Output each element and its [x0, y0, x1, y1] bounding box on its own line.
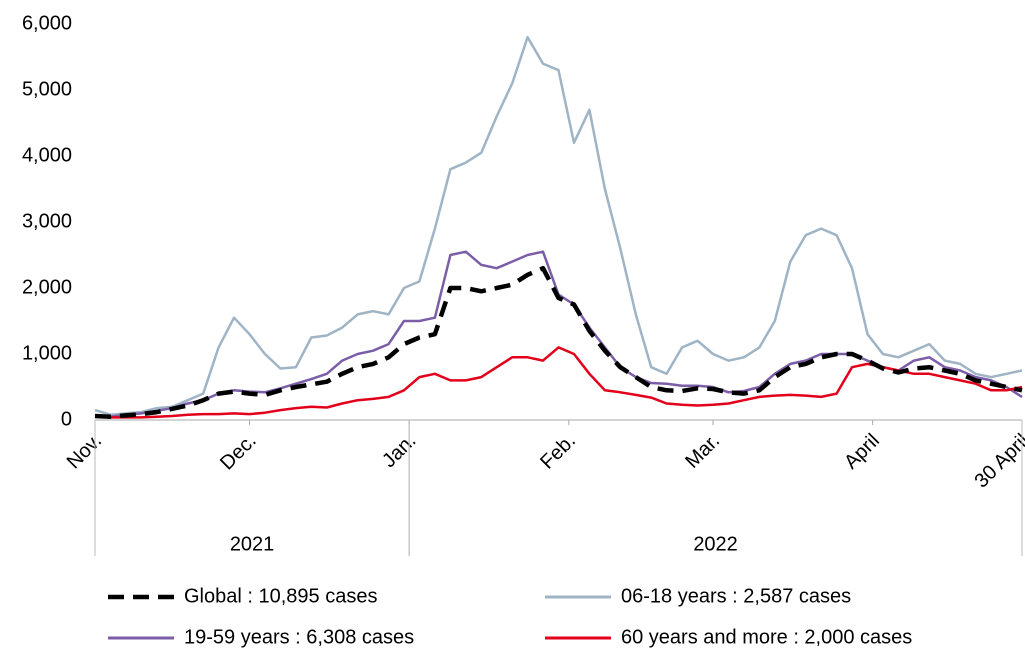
- legend-label: Global : 10,895 cases: [184, 585, 377, 607]
- x-tick-label: Dec.: [216, 430, 261, 475]
- y-tick-label: 1,000: [22, 342, 72, 364]
- legend-label: 06-18 years : 2,587 cases: [621, 585, 851, 607]
- series-line: [94, 35, 1023, 416]
- year-label: 2022: [693, 533, 738, 555]
- legend-label: 60 years and more : 2,000 cases: [621, 626, 912, 648]
- x-tick-label: Jan.: [378, 430, 420, 472]
- y-tick-label: 4,000: [22, 144, 72, 166]
- x-tick-label: April: [840, 430, 884, 474]
- x-tick-label: Feb.: [536, 430, 580, 474]
- x-tick-label: 30 April: [971, 430, 1025, 493]
- series-line: [94, 265, 1023, 419]
- x-tick-label: Nov.: [63, 430, 107, 474]
- y-tick-label: 5,000: [22, 78, 72, 100]
- year-label: 2021: [230, 533, 275, 555]
- y-tick-label: 6,000: [22, 12, 72, 34]
- x-tick-label: Mar.: [681, 430, 724, 473]
- series-line: [94, 346, 1023, 419]
- y-tick-label: 2,000: [22, 276, 72, 298]
- legend-label: 19-59 years : 6,308 cases: [184, 626, 414, 648]
- series-line: [94, 250, 1023, 418]
- y-tick-label: 0: [61, 408, 72, 430]
- y-tick-label: 3,000: [22, 210, 72, 232]
